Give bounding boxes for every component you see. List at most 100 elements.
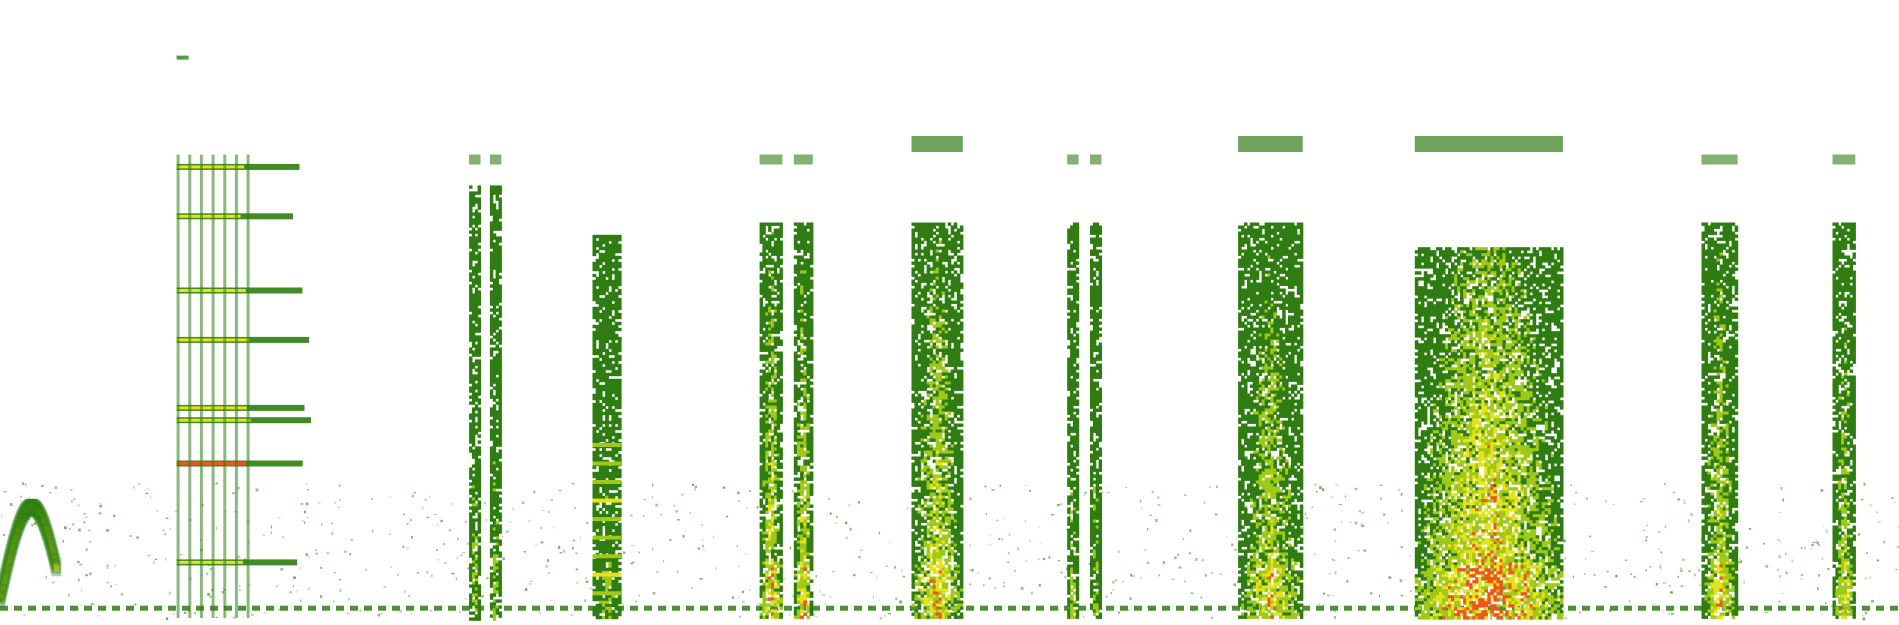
spectral-cell [800, 426, 804, 430]
spectral-cell [471, 230, 476, 234]
spectral-cell [800, 606, 804, 610]
spectral-cell [800, 336, 804, 340]
noise-speck [651, 495, 653, 499]
baseline-dash [70, 605, 78, 611]
spectral-cell [489, 458, 494, 462]
spectral-cell [938, 231, 943, 235]
spectral-cell [800, 507, 804, 511]
spectral-cell [779, 249, 783, 253]
spectral-cell [592, 492, 597, 497]
spectral-cell [595, 474, 600, 479]
noise-speck [232, 616, 236, 619]
spectral-cell [477, 380, 481, 384]
spectral-cell [793, 552, 798, 556]
noise-speck [49, 492, 52, 494]
spectral-cell [806, 489, 811, 493]
spectral-cell [941, 315, 946, 319]
spectral-cell [806, 606, 811, 610]
spectral-cell [595, 609, 600, 614]
spectral-cell [956, 282, 961, 286]
noise-speck [656, 571, 659, 574]
spectral-cell [911, 240, 916, 244]
spectral-cell [592, 501, 597, 506]
spectral-cell [492, 497, 497, 501]
spectral-cell [614, 543, 619, 548]
spectral-cell [917, 264, 922, 268]
noise-speck [349, 552, 351, 556]
noise-speck [459, 611, 461, 613]
spectral-cell [800, 549, 804, 553]
noise-speck [583, 599, 587, 603]
spectral-cell [495, 473, 499, 477]
spectral-cell [773, 438, 778, 442]
noise-speck [359, 609, 362, 613]
noise-speck [528, 519, 531, 522]
spectral-cell [956, 318, 961, 322]
spectral-cell [498, 371, 502, 375]
spectral-cell [617, 234, 622, 239]
spectral-cell [608, 606, 613, 611]
noise-speck [870, 572, 873, 574]
spectral-cell [800, 555, 804, 559]
noise-speck [1008, 533, 1011, 536]
spectral-cell [492, 467, 497, 471]
spectral-cell [938, 222, 943, 226]
spectral-cell [469, 293, 473, 297]
spectral-cell [809, 438, 814, 442]
spectral-cell [595, 579, 600, 584]
spectral-cell [793, 570, 798, 574]
spectral-cell [605, 270, 609, 275]
spectral-cell [477, 419, 481, 423]
spectral-cell [776, 537, 781, 541]
spectral-cell [611, 255, 616, 260]
spectral-cell [498, 266, 502, 270]
noise-speck [1083, 615, 1085, 617]
spectral-cell [602, 327, 606, 332]
spectral-cell [779, 363, 783, 367]
spectral-cell [800, 267, 804, 271]
spectral-cell [474, 431, 479, 435]
spectral-cell [608, 486, 613, 491]
spectral-cell [765, 588, 769, 592]
spectral-cell [914, 318, 919, 322]
spectral-cell [489, 419, 494, 423]
spectral-cell [495, 560, 499, 564]
spectral-cell [923, 228, 928, 232]
spectral-cell [605, 507, 609, 512]
spectral-cell [809, 471, 814, 475]
spectral-cell [595, 417, 600, 422]
spectral-cell [768, 342, 772, 346]
noise-speck [307, 489, 309, 491]
spectral-cell [605, 588, 609, 593]
spectral-cell [474, 557, 479, 561]
spectral-cell [771, 549, 775, 553]
spectral-cell [489, 185, 494, 189]
noise-speck [350, 538, 354, 541]
spectral-cell [595, 420, 600, 425]
spectral-cell [762, 315, 766, 319]
spectral-cell [765, 573, 769, 577]
spectral-cell [474, 305, 479, 309]
spectral-cell [765, 477, 769, 481]
spectral-cell [495, 254, 499, 258]
spectral-cell [806, 369, 811, 373]
spectral-cell [806, 594, 811, 598]
spectral-cell [598, 402, 603, 407]
spectral-cell [602, 543, 606, 548]
spectral-cell [489, 200, 494, 204]
spectral-cell [592, 372, 597, 377]
baseline-dash [574, 605, 582, 611]
spectral-cell [498, 461, 502, 465]
spectral-cell [920, 240, 925, 244]
spectral-cell [923, 273, 928, 277]
spectral-cell [796, 570, 801, 574]
noise-speck [1821, 557, 1824, 560]
spectral-cell [592, 471, 597, 476]
spectral-cell [762, 225, 766, 229]
spectral-cell [602, 276, 606, 281]
spectral-cell [498, 554, 502, 558]
spectral-cell [759, 390, 763, 394]
spectral-cell [941, 285, 946, 289]
noise-speck [1162, 561, 1165, 564]
spectral-cell [489, 605, 494, 609]
